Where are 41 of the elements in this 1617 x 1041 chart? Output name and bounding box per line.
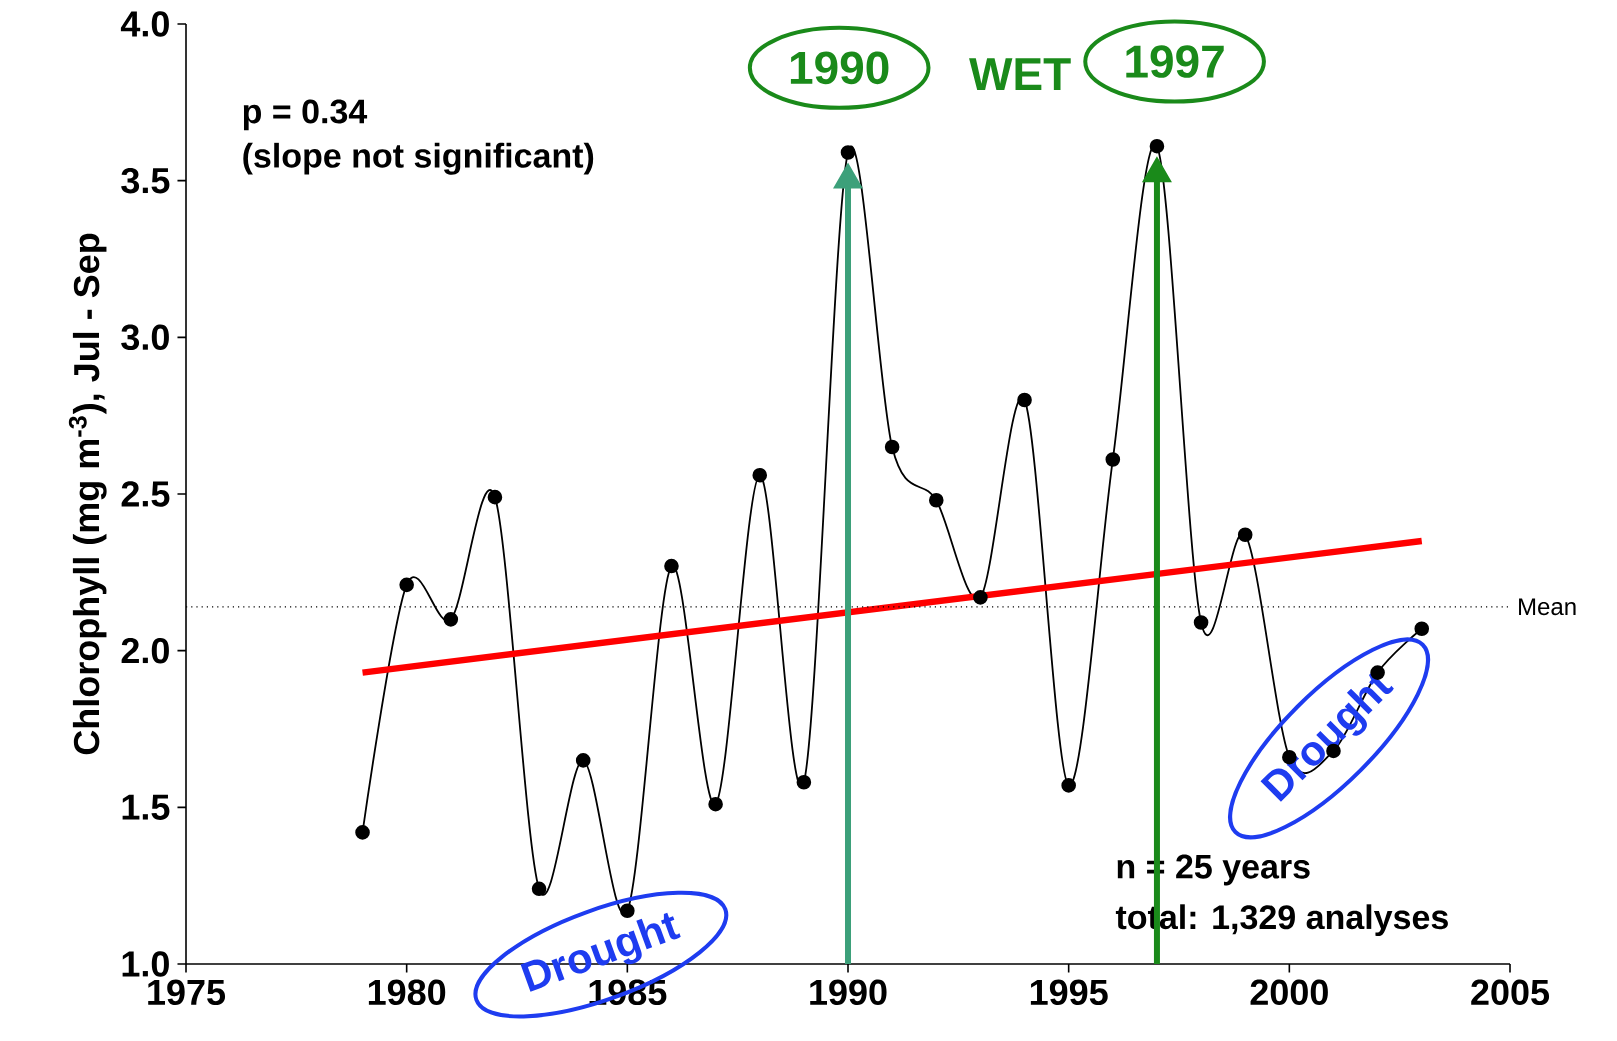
point [443, 612, 459, 627]
x-tick-label: 2000 [1250, 979, 1328, 1006]
y-tick-label: 3.0 [121, 324, 169, 351]
point [884, 439, 900, 455]
y-tick-label: 2.5 [121, 481, 170, 507]
point [355, 825, 370, 840]
annotation: 1997 [1126, 45, 1224, 78]
x-tick-label: 1980 [368, 979, 446, 1006]
point [1414, 621, 1430, 637]
point [487, 489, 503, 505]
point [752, 467, 768, 483]
point [1105, 452, 1121, 467]
annotation: 1990 [790, 51, 889, 85]
ref-line-label: Mean [1519, 598, 1576, 616]
x-tick-label: 2005 [1471, 979, 1550, 1006]
x-tick-label: 1995 [1030, 979, 1108, 1006]
x-tick-label: 1990 [810, 979, 887, 1006]
point [1193, 615, 1209, 630]
point [664, 558, 679, 574]
y-tick-label: 1.5 [122, 794, 170, 820]
point [708, 796, 723, 812]
y-tick-label: 1.0 [122, 951, 169, 977]
point [973, 590, 988, 605]
point [531, 881, 547, 897]
point [399, 577, 414, 593]
y-axis-title: Chlorophyll (mg m$^{-3}$), Jul - Sep [68, 233, 107, 755]
annotation: WET [969, 58, 1071, 90]
x-tick-label: 1975 [148, 979, 226, 1006]
y-tick-label: 4.0 [120, 11, 169, 37]
point [840, 145, 856, 160]
annotation: p = 0.34 [243, 99, 368, 131]
point [928, 492, 944, 508]
y-tick-label: 2.0 [121, 637, 169, 664]
point [575, 753, 591, 768]
point [1061, 778, 1076, 793]
point [1017, 392, 1032, 408]
point [796, 774, 812, 790]
point [1237, 527, 1253, 543]
point [1149, 138, 1165, 154]
annotation: (slope not significant) [243, 142, 594, 175]
y-tick-label: 3.5 [121, 167, 170, 194]
